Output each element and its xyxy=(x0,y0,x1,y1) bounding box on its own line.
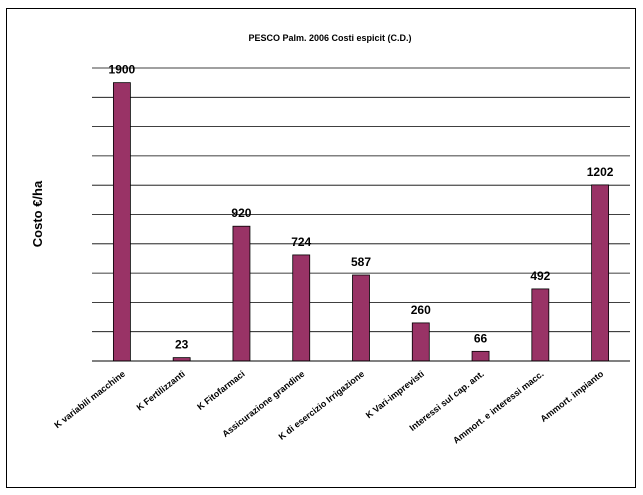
bars xyxy=(112,82,610,362)
x-tick-label: K variabili macchine xyxy=(52,369,127,430)
bar xyxy=(411,322,430,362)
bar xyxy=(112,82,131,362)
bar xyxy=(591,184,610,362)
data-label: 724 xyxy=(291,235,311,249)
data-label: 66 xyxy=(474,331,488,345)
chart-frame xyxy=(6,8,636,488)
data-labels: 1900 23 920 724 587 260 66 492 1202 xyxy=(109,63,614,352)
bar xyxy=(232,225,251,362)
data-label: 920 xyxy=(231,206,251,220)
x-tick-label: K Fitofarmaci xyxy=(195,369,246,412)
chart-title: PESCO Palm. 2006 Costi espicit (C.D.) xyxy=(248,33,411,43)
x-tick-label: Ammort. impianto xyxy=(538,368,605,424)
x-tick-label: K Fertilizzanti xyxy=(135,369,187,413)
bar xyxy=(172,357,191,362)
y-axis-label: Costo €/ha xyxy=(30,180,45,247)
data-label: 23 xyxy=(175,338,189,352)
bar xyxy=(471,350,490,362)
x-tick-labels: K variabili macchine K Fertilizzanti K Fit… xyxy=(52,368,605,445)
bar xyxy=(531,288,550,362)
data-label: 1900 xyxy=(109,63,136,77)
bar xyxy=(292,254,311,362)
x-tick-label: K Vari-imprevisti xyxy=(364,369,426,421)
data-label: 260 xyxy=(411,303,431,317)
data-label: 492 xyxy=(530,269,550,283)
data-label: 1202 xyxy=(587,165,614,179)
bar xyxy=(352,274,370,362)
data-label: 587 xyxy=(351,255,371,269)
